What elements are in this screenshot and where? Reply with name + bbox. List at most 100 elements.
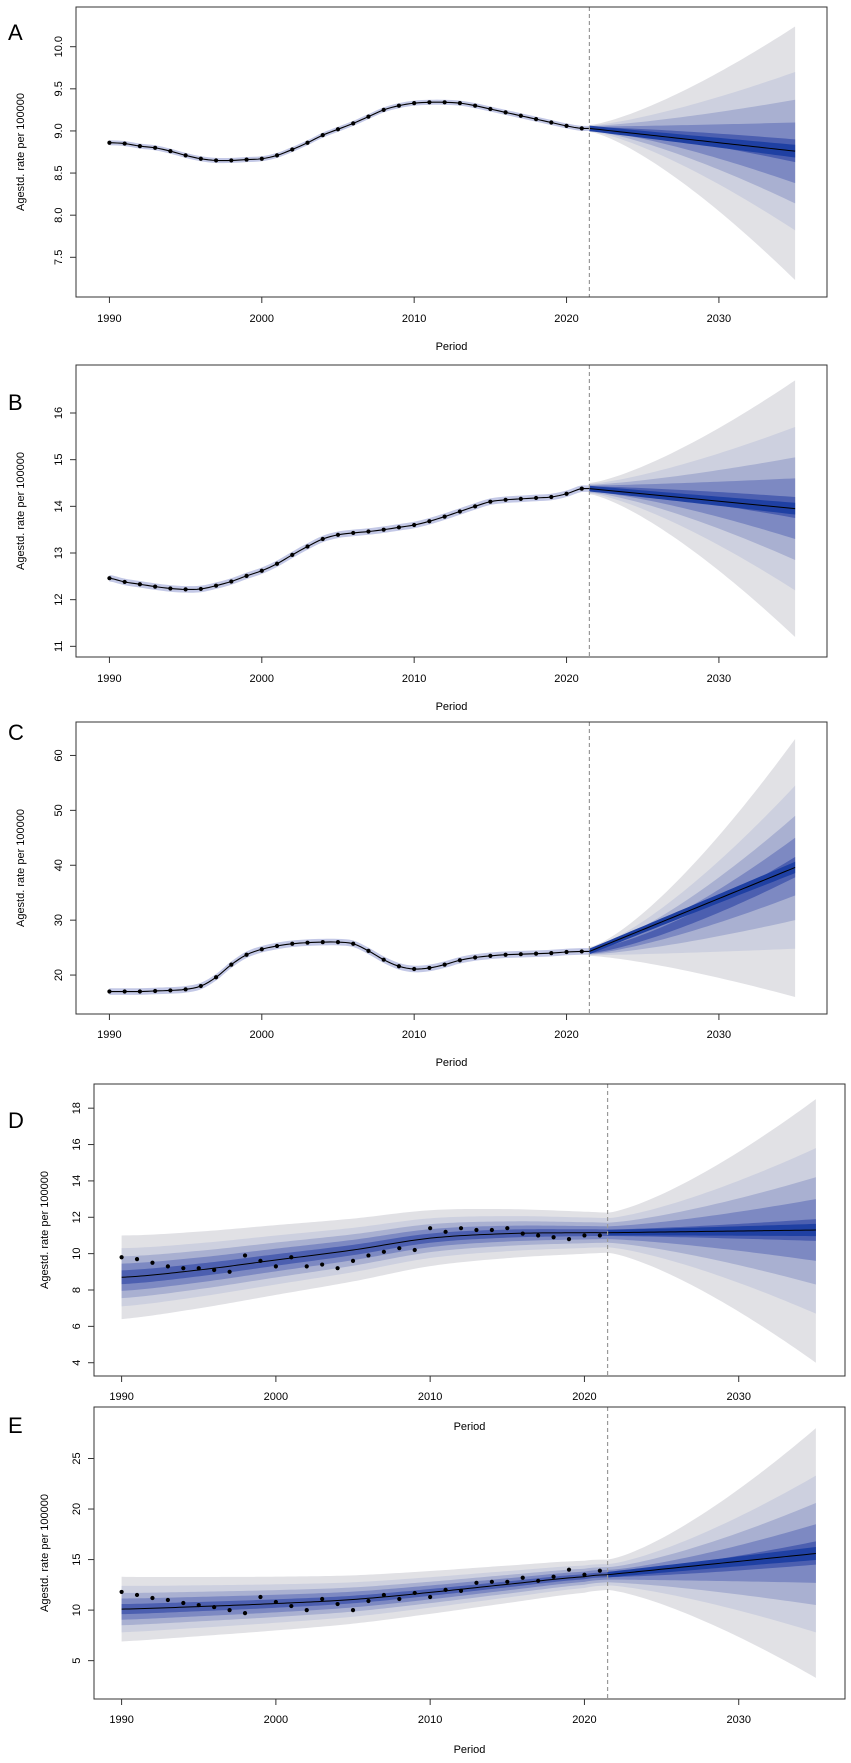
plot-frame (75, 364, 828, 658)
x-tick-label: 2030 (707, 673, 731, 685)
data-point (198, 586, 203, 592)
data-point (533, 117, 539, 122)
data-point (350, 1258, 356, 1264)
y-tick-label: 5 (71, 1658, 83, 1664)
x-tick-label: 2000 (264, 1714, 288, 1726)
y-tick-label: 15 (71, 1553, 83, 1565)
data-point (258, 1594, 263, 1600)
data-point (381, 1249, 386, 1254)
y-tick-label: 20 (53, 969, 65, 981)
data-point (533, 951, 539, 956)
data-point (183, 987, 188, 992)
data-point (428, 1594, 433, 1600)
x-axis: 1990 2000 2010 2020 2030 (109, 1376, 751, 1403)
y-tick-label: 25 (71, 1452, 83, 1464)
data-point (320, 940, 325, 945)
x-axis-title: Period (436, 701, 468, 713)
data-point (427, 965, 432, 971)
data-point (473, 955, 478, 960)
data-point (213, 583, 219, 588)
x-tick-label: 2010 (402, 1029, 426, 1041)
data-point (229, 158, 234, 163)
data-point (153, 584, 158, 589)
plot-frame (93, 1406, 846, 1700)
data-point (213, 158, 219, 163)
data-point (165, 1597, 170, 1603)
x-axis: 1990 2000 2010 2020 2030 (97, 1014, 731, 1041)
forecast-band-80 (589, 815, 796, 955)
y-axis: 5 10 15 20 25 (71, 1452, 94, 1664)
data-point (168, 988, 173, 993)
data-point (381, 957, 386, 962)
data-point (290, 147, 295, 152)
panel-letter: B (8, 390, 23, 415)
y-tick-label: 16 (53, 407, 65, 419)
data-point (150, 1595, 155, 1601)
y-tick-label: 8.5 (53, 165, 65, 180)
data-point (183, 587, 188, 592)
data-point (304, 1264, 309, 1269)
data-point (181, 1600, 186, 1606)
y-tick-label: 9.5 (53, 81, 65, 96)
data-point (198, 156, 203, 161)
data-point (397, 1596, 402, 1602)
x-tick-label: 2030 (726, 1714, 750, 1726)
data-point (227, 1269, 232, 1274)
y-tick-label: 14 (71, 1175, 83, 1187)
data-point (335, 127, 341, 132)
fit-band (109, 485, 590, 593)
y-tick-label: 10 (71, 1248, 83, 1260)
data-point (582, 1233, 587, 1238)
panel-letter: C (8, 720, 24, 745)
data-point (579, 486, 584, 491)
data-point (503, 952, 508, 957)
y-axis: 20 30 40 50 60 (53, 749, 76, 981)
data-point (122, 579, 127, 585)
data-point (474, 1227, 479, 1233)
x-tick-label: 2020 (554, 673, 578, 685)
data-point (350, 1608, 356, 1613)
data-point (566, 1236, 572, 1242)
data-point (289, 1603, 294, 1609)
x-tick-label: 1990 (97, 313, 121, 325)
data-point (168, 586, 173, 591)
y-tick-label: 8 (71, 1287, 83, 1293)
data-point (273, 1599, 278, 1605)
y-axis-title: Agestd. rate per 100000 (15, 93, 27, 211)
data-point (458, 1588, 464, 1594)
x-tick-label: 1990 (97, 673, 121, 685)
x-tick-label: 1990 (97, 1029, 121, 1041)
data-point (473, 504, 478, 509)
data-point (122, 141, 127, 146)
data-point (320, 133, 325, 138)
plot-area (107, 380, 796, 637)
y-axis-title: Agestd. rate per 100000 (39, 1494, 51, 1612)
x-axis: 1990 2000 2010 2020 2030 (97, 657, 731, 685)
data-point (153, 145, 158, 150)
data-point (381, 527, 386, 532)
data-point (428, 1226, 433, 1231)
data-point (457, 958, 462, 963)
x-axis: 1990 2000 2010 2020 2030 (97, 297, 731, 325)
y-tick-label: 8.0 (53, 208, 65, 223)
data-point (536, 1233, 541, 1238)
data-point (335, 1601, 340, 1607)
fit-line (121, 1232, 608, 1278)
data-point (443, 1229, 448, 1234)
data-point (198, 983, 203, 989)
y-tick-label: 11 (53, 641, 65, 652)
data-point (518, 952, 523, 957)
data-point (119, 1255, 124, 1260)
data-point (196, 1266, 201, 1271)
data-point (212, 1267, 217, 1273)
data-point (442, 100, 447, 105)
x-tick-label: 2030 (707, 1029, 731, 1041)
y-axis: 7.5 8.0 8.5 9.0 9.5 10.0 (53, 36, 76, 265)
data-point (244, 573, 249, 578)
data-point (597, 1568, 602, 1573)
data-point (242, 1253, 248, 1258)
forecast-mean-line (589, 488, 796, 510)
data-point (274, 153, 280, 158)
y-axis-title: Agestd. rate per 100000 (39, 1171, 51, 1289)
y-axis-title: Agestd. rate per 100000 (15, 452, 27, 570)
